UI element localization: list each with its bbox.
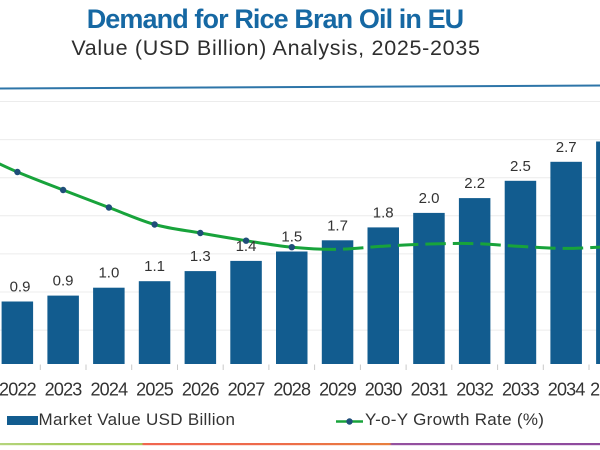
svg-text:1.4: 1.4 (236, 238, 257, 255)
svg-text:Market Value USD Billion: Market Value USD Billion (39, 410, 236, 429)
svg-text:2.0: 2.0 (419, 190, 440, 207)
svg-text:2030: 2030 (365, 380, 403, 400)
svg-text:2029: 2029 (319, 380, 357, 400)
svg-text:1.8: 1.8 (373, 204, 394, 221)
svg-text:0.9: 0.9 (53, 273, 74, 290)
svg-text:1.3: 1.3 (190, 248, 211, 265)
svg-text:2026: 2026 (182, 380, 220, 400)
svg-text:1.0: 1.0 (98, 265, 119, 282)
svg-text:0.9: 0.9 (10, 279, 31, 296)
svg-text:2031: 2031 (411, 380, 449, 400)
svg-text:2028: 2028 (273, 380, 311, 400)
svg-text:2.2: 2.2 (464, 175, 485, 192)
svg-text:2034: 2034 (548, 380, 586, 400)
svg-text:2.7: 2.7 (556, 139, 577, 156)
svg-text:2.5: 2.5 (510, 158, 531, 175)
svg-text:2025: 2025 (136, 380, 174, 400)
svg-text:1.1: 1.1 (144, 258, 165, 275)
svg-text:2033: 2033 (502, 380, 540, 400)
svg-text:Y-o-Y Growth Rate (%): Y-o-Y Growth Rate (%) (365, 410, 544, 429)
svg-text:2032: 2032 (456, 380, 494, 400)
svg-text:2035: 2035 (590, 380, 600, 400)
svg-text:2022: 2022 (0, 380, 37, 400)
svg-text:1.7: 1.7 (327, 217, 348, 234)
svg-text:2023: 2023 (45, 380, 83, 400)
svg-text:2024: 2024 (90, 380, 128, 400)
svg-text:1.5: 1.5 (281, 229, 302, 246)
svg-text:2027: 2027 (228, 380, 266, 400)
